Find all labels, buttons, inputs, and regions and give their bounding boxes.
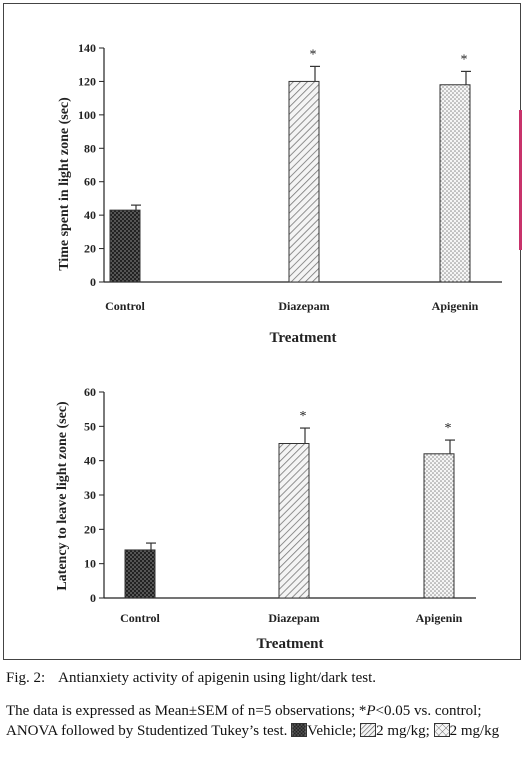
- p-value-symbol: P: [366, 703, 376, 719]
- y-axis-title: Time spent in light zone (sec): [57, 97, 72, 271]
- figure-caption: Fig. 2: Antianxiety activity of apigenin…: [6, 668, 521, 741]
- significance-marker: *: [310, 47, 317, 62]
- y-tick-label: 0: [90, 591, 96, 605]
- bar-diazepam: [278, 443, 310, 599]
- y-tick-label: 100: [78, 108, 96, 122]
- caption-body: The data is expressed as Mean±SEM of n=5…: [6, 701, 521, 741]
- y-tick-label: 120: [78, 74, 96, 88]
- significance-marker: *: [445, 421, 452, 436]
- y-tick-label: 10: [84, 557, 96, 571]
- legend-dose-1: 2 mg/kg;: [376, 723, 430, 739]
- y-tick-label: 60: [84, 385, 96, 399]
- y-tick-label: 30: [84, 488, 96, 502]
- y-tick-label: 0: [90, 275, 96, 289]
- chart-latency-to-leave-light-zone: Latency to leave light zone (sec) Treatm…: [55, 385, 476, 652]
- caption-title-text: Antianxiety activity of apigenin using l…: [58, 670, 376, 686]
- x-axis-title: Treatment: [270, 330, 337, 346]
- y-tick-label: 50: [84, 419, 96, 433]
- bar-apigenin: [423, 453, 455, 599]
- chart-time-in-light-zone: Time spent in light zone (sec) Treatment…: [57, 41, 502, 346]
- caption-body-part1: The data is expressed as Mean±SEM of n=5…: [6, 703, 367, 719]
- legend-swatch-diazepam: [360, 723, 377, 737]
- y-axis-title-text: Time spent in light zone (sec): [57, 97, 72, 271]
- y-tick-label: 80: [84, 141, 96, 155]
- caption-body-part2: <0.05 vs. control; ANOVA followed by Stu…: [6, 703, 482, 739]
- bar-diazepam: [288, 80, 320, 283]
- page-edge-marker: [519, 110, 522, 250]
- figure-number: Fig. 2:: [6, 670, 46, 686]
- caption-title: Fig. 2: Antianxiety activity of apigenin…: [6, 668, 521, 688]
- category-label-apigenin: Apigenin: [432, 299, 479, 313]
- category-label-control: Control: [105, 299, 145, 313]
- y-axis-title: Latency to leave light zone (sec): [55, 401, 70, 591]
- y-tick-label: 20: [84, 522, 96, 536]
- y-tick-label: 40: [84, 454, 96, 468]
- y-tick-label: 60: [84, 175, 96, 189]
- significance-marker: *: [300, 409, 307, 424]
- y-axis-title-text: Latency to leave light zone (sec): [55, 401, 70, 591]
- legend-swatch-apigenin: [433, 723, 450, 737]
- figure-frame: Time spent in light zone (sec) Treatment…: [3, 3, 521, 660]
- y-tick-label: 140: [78, 41, 96, 55]
- bar-apigenin: [439, 84, 471, 283]
- category-label-diazepam: Diazepam: [278, 299, 329, 313]
- x-axis-title: Treatment: [257, 636, 324, 652]
- category-label-apigenin: Apigenin: [416, 611, 463, 625]
- legend-swatch-vehicle: [291, 723, 308, 737]
- y-tick-label: 20: [84, 242, 96, 256]
- significance-marker: *: [461, 52, 468, 67]
- legend-dose-2: 2 mg/kg: [449, 723, 500, 739]
- bar-control: [109, 209, 141, 283]
- bar-control: [124, 549, 156, 599]
- y-tick-label: 40: [84, 208, 96, 222]
- legend-vehicle: Vehicle;: [307, 723, 357, 739]
- category-label-control: Control: [120, 611, 160, 625]
- category-label-diazepam: Diazepam: [268, 611, 319, 625]
